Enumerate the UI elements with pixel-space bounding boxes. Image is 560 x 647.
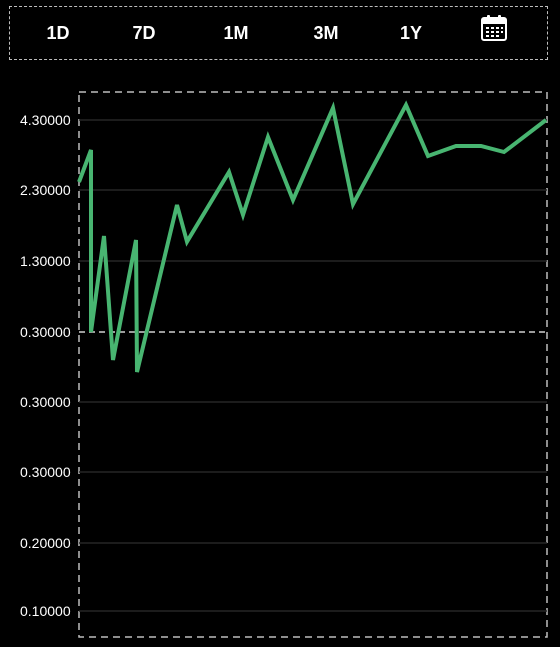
series-line [77,100,548,373]
y-tick-label: 2.30000 [20,182,71,198]
y-tick-label: 4.30000 [20,112,71,128]
tab-1d[interactable]: 1D [46,23,70,43]
tab-1m[interactable]: 1M [223,23,249,43]
time-range-bar [9,6,548,60]
calendar-icon[interactable] [481,15,507,41]
y-tick-label: 0.20000 [20,535,71,551]
tab-7d[interactable]: 7D [132,23,156,43]
y-tick-label: 0.30000 [20,464,71,480]
y-tick-label: 0.30000 [20,324,71,340]
y-tick-label: 0.30000 [20,394,71,410]
y-tick-label: 1.30000 [20,253,71,269]
plot-frame [78,91,548,638]
tab-1y[interactable]: 1Y [399,23,423,43]
tab-3m[interactable]: 3M [313,23,339,43]
y-tick-label: 0.10000 [20,603,71,619]
